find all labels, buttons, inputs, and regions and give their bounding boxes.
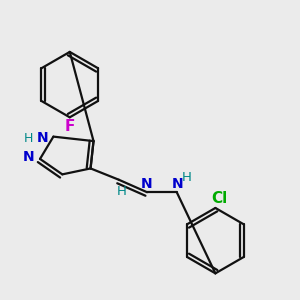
Text: N: N [141,177,152,191]
Text: Cl: Cl [211,191,227,206]
Text: H: H [23,132,33,145]
Text: F: F [64,119,75,134]
Text: H: H [182,171,192,184]
Text: N: N [36,131,48,145]
Text: N: N [23,150,34,164]
Text: H: H [117,184,127,197]
Text: N: N [172,177,183,191]
